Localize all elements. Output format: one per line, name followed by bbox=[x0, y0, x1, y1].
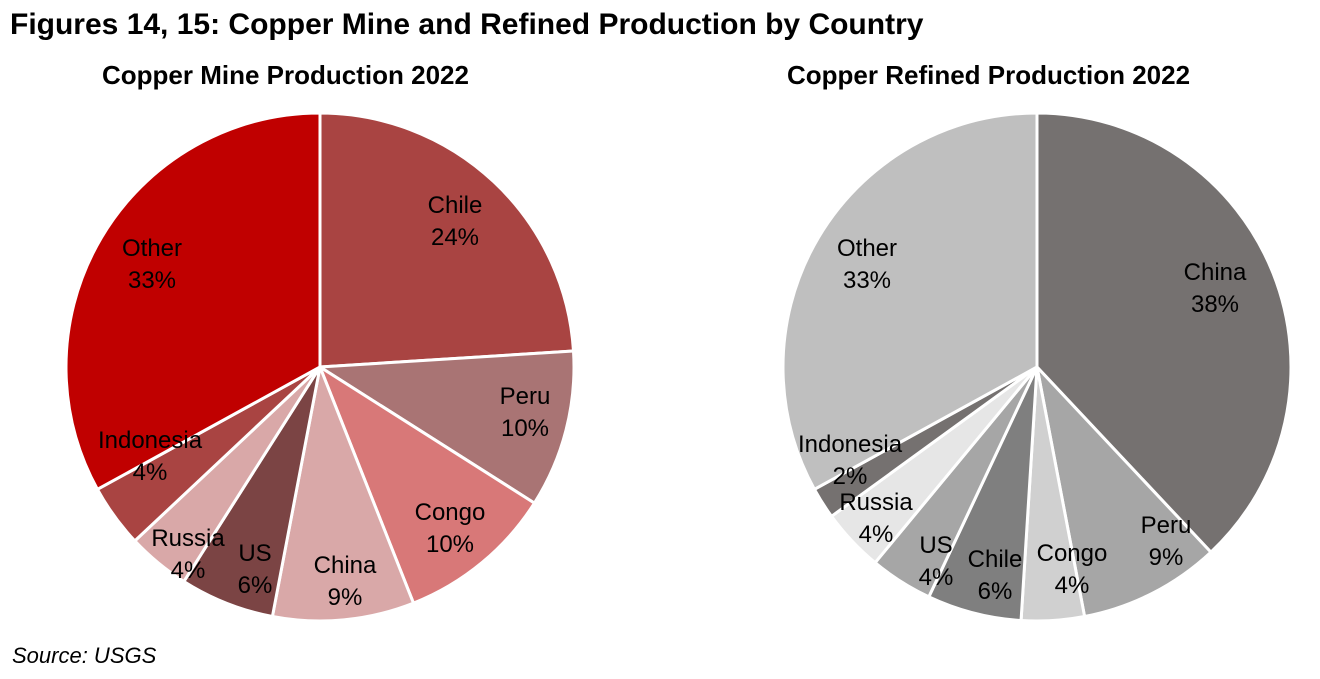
refined-label-other: Other 33% bbox=[837, 235, 897, 294]
refined-label-china: China 38% bbox=[1184, 259, 1247, 318]
mine-slice-congo bbox=[318, 365, 536, 605]
mine-slice-chile bbox=[318, 111, 575, 369]
mine-slice-other bbox=[64, 111, 322, 491]
refined-label-russia: Russia 4% bbox=[839, 489, 913, 548]
source-note: Source: USGS bbox=[12, 643, 157, 668]
refined-chart-title: Copper Refined Production 2022 bbox=[787, 60, 1191, 90]
refined-slice-other bbox=[781, 111, 1039, 491]
mine-chart-title: Copper Mine Production 2022 bbox=[102, 60, 469, 90]
refined-slice-peru bbox=[1035, 365, 1213, 619]
refined-label-us: US 4% bbox=[919, 532, 954, 591]
mine-label-peru: Peru 10% bbox=[500, 383, 551, 442]
mine-label-russia: Russia 4% bbox=[151, 525, 225, 584]
mine-label-other: Other 33% bbox=[122, 235, 182, 294]
mine-slice-peru bbox=[318, 349, 576, 505]
mine-label-congo: Congo 10% bbox=[415, 499, 486, 558]
mine-label-indonesia: Indonesia 4% bbox=[98, 427, 203, 486]
mine-label-chile: Chile 24% bbox=[428, 192, 483, 251]
refined-label-peru: Peru 9% bbox=[1141, 512, 1192, 571]
refined-slice-china bbox=[1035, 111, 1293, 554]
mine-slice-china bbox=[270, 365, 416, 623]
figure-title: Figures 14, 15: Copper Mine and Refined … bbox=[10, 8, 924, 41]
refined-label-chile: Chile 6% bbox=[968, 546, 1023, 605]
refined-label-congo: Congo 4% bbox=[1037, 540, 1108, 599]
mine-label-china: China 9% bbox=[314, 552, 377, 611]
mine-label-us: US 6% bbox=[238, 540, 273, 599]
refined-label-indonesia: Indonesia 2% bbox=[798, 431, 903, 490]
